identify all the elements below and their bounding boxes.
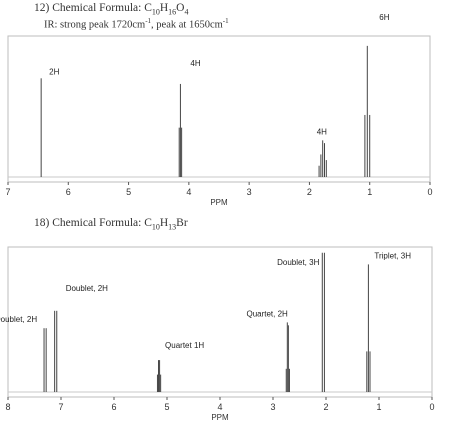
peak-label: 4H — [317, 127, 327, 136]
problem-12-title: 12) Chemical Formula: C10H16O4 — [34, 2, 188, 16]
formula-sub-h: 16 — [168, 7, 177, 17]
peak-label: Quartet, 2H — [246, 309, 288, 318]
x-tick-label: 0 — [427, 187, 432, 197]
x-tick-label: 3 — [247, 187, 252, 197]
peak-label: Doublet, 3H — [277, 258, 319, 267]
x-tick-label: 6 — [111, 402, 116, 412]
x-tick-label: 6 — [66, 187, 71, 197]
peak-label: 4H — [190, 59, 200, 68]
x-tick-label: 1 — [367, 187, 372, 197]
formula-prefix: 18) Chemical Formula: C — [34, 217, 152, 229]
x-tick-label: 2 — [323, 402, 328, 412]
x-tick-label: 3 — [270, 402, 275, 412]
x-tick-label: 5 — [126, 187, 131, 197]
formula-br: Br — [176, 217, 188, 229]
formula-sub-h: 13 — [168, 222, 177, 232]
peak-label: Doublet, 2H — [66, 284, 108, 293]
ir-sup-1: -1 — [145, 17, 152, 25]
x-tick-label: 5 — [164, 402, 169, 412]
plot-frame — [7, 35, 431, 183]
x-tick-label: 8 — [5, 402, 10, 412]
peak-label: 6H — [379, 13, 389, 22]
x-tick-label: 2 — [307, 187, 312, 197]
formula-o: O — [176, 2, 185, 14]
peak-label: 2H — [49, 67, 59, 76]
formula-h: H — [159, 217, 169, 229]
formula-h: H — [159, 2, 169, 14]
x-tick-label: 4 — [217, 402, 222, 412]
x-tick-label: 7 — [5, 187, 10, 197]
formula-sub-o: 4 — [184, 7, 189, 17]
peak-label: Quartet 1H — [165, 341, 204, 350]
x-axis-label: PPM — [210, 198, 228, 207]
formula-sub-c: 10 — [151, 222, 160, 232]
ir-text: IR: strong peak 1720cm — [44, 19, 146, 31]
formula-prefix: 12) Chemical Formula: C — [34, 2, 152, 14]
problem-18-title: 18) Chemical Formula: C10H13Br — [34, 217, 188, 231]
nmr-spectrum-12: 7 6 5 4 3 2 1 0 PPM 2H 4H 4H 6H — [5, 13, 432, 207]
peak-label: Doublet, 2H — [0, 315, 37, 324]
peak-label: Triplet, 3H — [374, 251, 411, 260]
x-tick-label: 1 — [376, 402, 381, 412]
formula-sub-c: 10 — [151, 7, 160, 17]
x-tick-label: 4 — [186, 187, 191, 197]
x-axis-label: PPM — [211, 413, 229, 422]
ir-sup-2: -1 — [222, 17, 229, 25]
ir-mid: , peak at 1650cm — [151, 19, 223, 31]
x-tick-label: 7 — [58, 402, 63, 412]
x-tick-label: 0 — [429, 402, 434, 412]
problem-12-ir: IR: strong peak 1720cm-1, peak at 1650cm… — [44, 17, 229, 31]
